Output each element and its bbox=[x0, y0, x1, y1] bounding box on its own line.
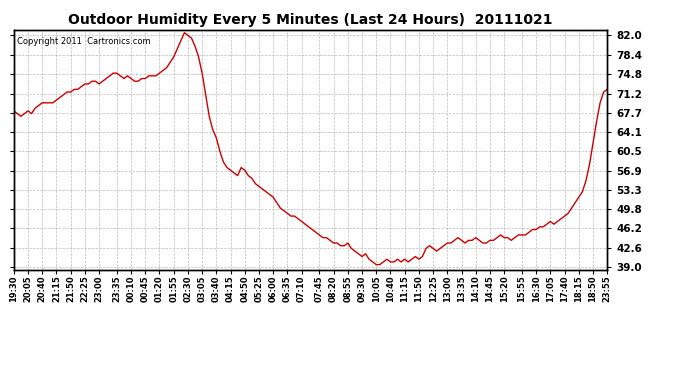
Text: Copyright 2011  Cartronics.com: Copyright 2011 Cartronics.com bbox=[17, 37, 150, 46]
Title: Outdoor Humidity Every 5 Minutes (Last 24 Hours)  20111021: Outdoor Humidity Every 5 Minutes (Last 2… bbox=[68, 13, 553, 27]
